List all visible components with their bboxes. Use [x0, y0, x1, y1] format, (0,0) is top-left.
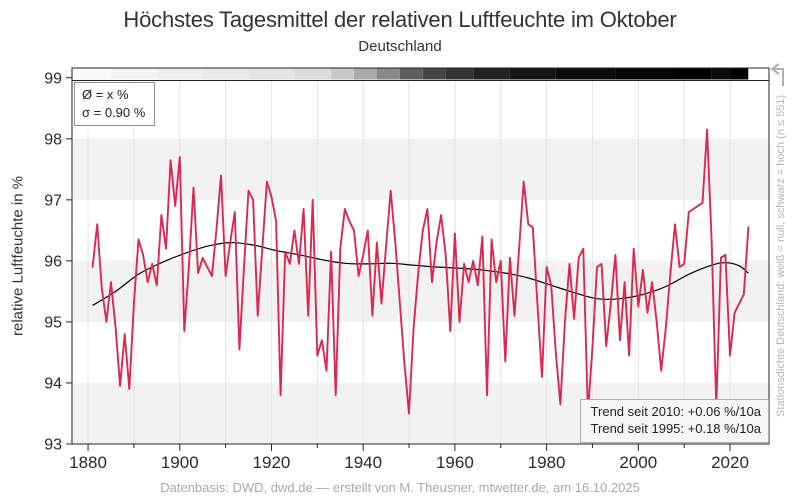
- page-title: Höchstes Tagesmittel der relativen Luftf…: [123, 7, 677, 32]
- station-density-strip-segment: [294, 68, 332, 80]
- stats-sigma: σ = 0.90 %: [82, 104, 146, 120]
- y-tick-label: 99: [44, 70, 62, 87]
- background-band: [72, 260, 769, 322]
- stats-box: Ø = x % σ = 0.90 %: [74, 82, 156, 127]
- x-tick-label: 2020: [711, 453, 749, 472]
- station-density-strip-segment: [674, 68, 712, 80]
- y-tick-label: 97: [44, 192, 62, 209]
- stats-mean: Ø = x %: [82, 87, 129, 102]
- station-density-strip-segment: [711, 68, 731, 80]
- station-density-strip-segment: [331, 68, 355, 80]
- station-density-strip-segment: [509, 68, 556, 80]
- station-density-strip-segment: [72, 68, 111, 80]
- station-density-strip-segment: [354, 68, 377, 80]
- x-tick-label: 1940: [344, 453, 382, 472]
- station-density-strip-segment: [730, 68, 749, 80]
- station-density-caption: Stationsdichte Deutschland: weiß = null,…: [775, 94, 787, 418]
- x-tick-label: 1920: [253, 453, 291, 472]
- station-density-strip-segment: [156, 68, 203, 80]
- station-density-strip-segment: [110, 68, 157, 80]
- station-density-strip-segment: [473, 68, 510, 80]
- station-density-strip-segment: [202, 68, 249, 80]
- y-tick-label: 95: [44, 314, 62, 331]
- station-density-strip-segment: [615, 68, 675, 80]
- trend-box: Trend seit 2010: +0.06 %/10a Trend seit …: [579, 398, 769, 443]
- y-tick-label: 94: [44, 375, 62, 392]
- station-density-strip-segment: [399, 68, 423, 80]
- station-density-strip-segment: [555, 68, 616, 80]
- x-tick-label: 2000: [619, 453, 657, 472]
- station-density-strip-segment: [422, 68, 446, 80]
- station-density-strip-segment: [248, 68, 295, 80]
- y-axis-title: relative Luftfeuchte in %: [9, 175, 27, 337]
- page-subtitle: Deutschland: [358, 38, 442, 55]
- station-density-strip-segment: [748, 68, 769, 80]
- x-tick-label: 1960: [436, 453, 474, 472]
- y-tick-label: 93: [44, 437, 62, 454]
- background-band: [72, 138, 769, 200]
- trend-since-1995: Trend seit 1995: +0.18 %/10a: [590, 421, 761, 437]
- station-density-strip-segment: [445, 68, 474, 80]
- y-tick-label: 96: [44, 253, 62, 270]
- y-tick-label: 98: [44, 131, 62, 148]
- strip-pointer-arrow-icon: [770, 63, 784, 86]
- x-tick-label: 1880: [69, 453, 107, 472]
- data-source-caption: Datenbasis: DWD, dwd.de — erstellt von M…: [160, 480, 640, 495]
- x-tick-label: 1980: [528, 453, 566, 472]
- data-line: [91, 128, 750, 415]
- smoothed-line: [92, 241, 749, 306]
- x-tick-label: 1900: [161, 453, 199, 472]
- plot-border: [71, 67, 770, 445]
- trend-since-2010: Trend seit 2010: +0.06 %/10a: [590, 403, 761, 419]
- station-density-strip-segment: [376, 68, 400, 80]
